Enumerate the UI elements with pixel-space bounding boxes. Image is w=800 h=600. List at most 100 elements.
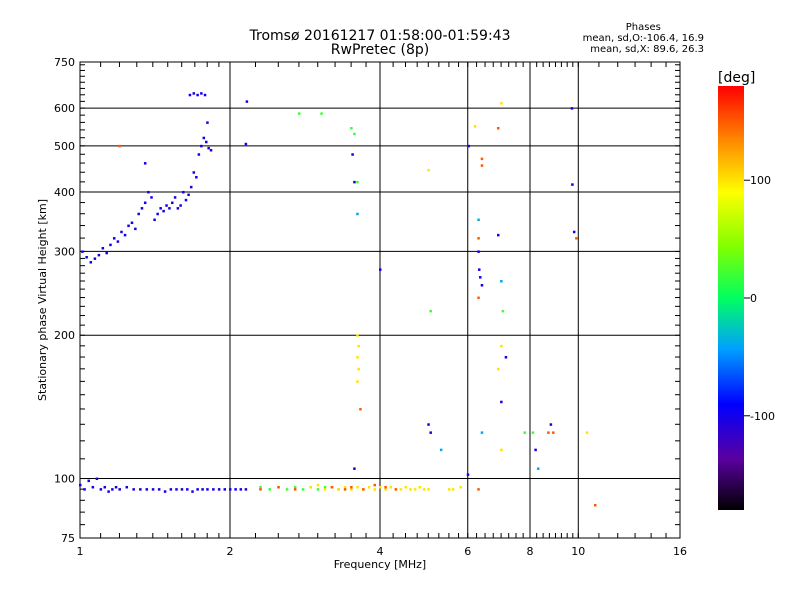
data-point <box>268 488 271 491</box>
data-point <box>536 467 540 470</box>
data-point <box>192 92 196 95</box>
data-point <box>466 473 470 476</box>
data-point <box>427 168 430 172</box>
data-point <box>429 431 432 434</box>
data-point <box>81 250 84 253</box>
data-point <box>229 488 232 491</box>
data-point <box>244 488 248 491</box>
data-point <box>451 488 455 491</box>
data-point <box>531 431 535 434</box>
data-point <box>534 448 537 452</box>
data-point <box>204 140 208 144</box>
data-point <box>477 268 481 271</box>
data-point <box>93 257 97 260</box>
data-point <box>500 448 503 452</box>
data-point <box>384 485 387 489</box>
data-point <box>473 125 477 128</box>
data-point <box>162 209 165 213</box>
data-point <box>480 284 484 287</box>
phase-colorbar <box>718 86 744 510</box>
data-point <box>384 488 387 491</box>
data-point <box>101 247 105 250</box>
y-tick-label: 750 <box>54 56 75 69</box>
data-point <box>223 488 227 491</box>
data-point <box>439 448 443 452</box>
data-point <box>196 488 199 491</box>
data-point <box>114 485 118 489</box>
data-point <box>356 180 359 184</box>
data-point <box>143 162 147 165</box>
data-point <box>207 146 210 150</box>
data-point <box>212 488 215 491</box>
data-point <box>585 431 589 434</box>
data-point <box>480 431 484 434</box>
data-point <box>168 207 171 210</box>
data-point <box>404 485 407 489</box>
data-point <box>429 309 432 313</box>
data-point <box>480 157 484 161</box>
data-point <box>143 201 147 205</box>
data-point <box>356 334 359 337</box>
data-point <box>293 485 297 489</box>
y-tick-label: 75 <box>61 532 75 545</box>
colorbar-unit: [deg] <box>718 70 756 86</box>
data-point <box>301 488 305 491</box>
data-point <box>195 175 198 179</box>
data-point <box>293 488 297 491</box>
data-point <box>137 212 140 216</box>
data-point <box>244 142 248 146</box>
data-point <box>409 488 412 491</box>
data-point <box>277 485 280 489</box>
data-point <box>427 423 430 426</box>
data-point <box>206 121 209 124</box>
data-point <box>187 193 190 197</box>
x-tick-label: 6 <box>464 545 471 558</box>
data-point <box>330 485 334 489</box>
data-point <box>182 190 185 194</box>
phase-statistics: Phases mean, sd,O:-106.4, 16.9 mean, sd,… <box>583 22 704 55</box>
data-point <box>479 276 482 279</box>
data-point <box>163 490 167 493</box>
data-point <box>139 488 142 491</box>
data-point <box>389 485 393 489</box>
data-point <box>356 356 359 359</box>
data-point <box>523 431 527 434</box>
data-point <box>399 488 403 491</box>
data-point <box>196 93 199 97</box>
data-point <box>496 233 500 237</box>
data-point <box>83 488 86 491</box>
y-tick-label: 100 <box>54 473 75 486</box>
data-point <box>351 153 354 156</box>
data-point <box>501 309 505 313</box>
data-point <box>134 227 137 231</box>
data-point <box>394 488 398 491</box>
colorbar-tick-label: -100 <box>750 410 775 423</box>
phase-heading: Phases <box>625 22 661 33</box>
data-point <box>189 185 193 189</box>
data-point <box>165 204 168 207</box>
data-point <box>209 148 213 152</box>
data-point <box>570 107 574 110</box>
data-point <box>201 488 204 491</box>
data-point <box>504 356 508 359</box>
data-point <box>359 407 362 411</box>
data-point <box>367 485 371 489</box>
data-point <box>575 237 578 240</box>
data-point <box>186 488 189 491</box>
data-point <box>357 344 360 348</box>
data-point <box>89 261 93 264</box>
data-point <box>379 268 382 271</box>
x-tick-label: 1 <box>77 545 84 558</box>
data-point <box>500 102 503 105</box>
data-point <box>413 488 417 491</box>
data-point <box>552 431 555 434</box>
data-point <box>202 136 206 140</box>
data-point <box>379 485 382 489</box>
data-point <box>188 93 192 97</box>
data-point <box>316 488 320 491</box>
data-point <box>87 479 90 483</box>
data-point <box>151 488 155 491</box>
data-point <box>259 485 262 489</box>
colorbar-tick-label: 0 <box>750 292 757 305</box>
